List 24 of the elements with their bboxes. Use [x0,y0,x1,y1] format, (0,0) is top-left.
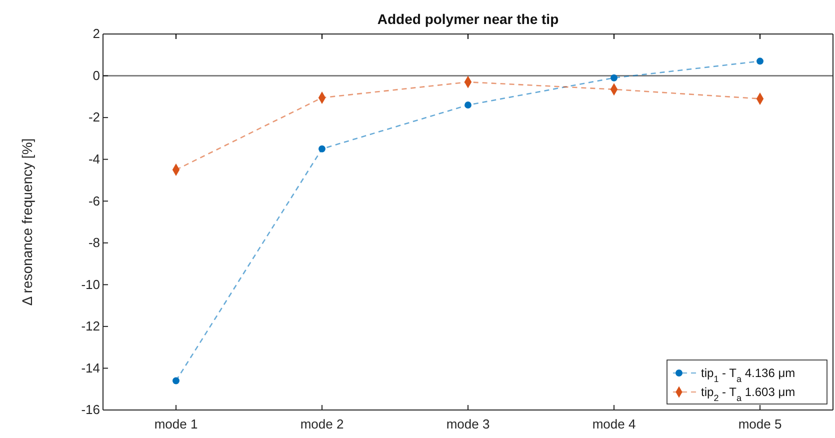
y-tick-label: -14 [81,360,100,376]
y-tick-label: -8 [88,235,100,250]
y-tick-label: -12 [81,318,100,334]
legend-label: tip$_{2}$ - T$_{a}$ 1.603 μm [701,385,796,403]
x-tick-label: mode 3 [446,416,490,432]
point [318,145,326,152]
x-tick-label: mode 5 [738,416,782,432]
y-tick-label: 0 [92,68,100,83]
y-tick-label: -16 [81,402,100,418]
y-axis-title: Δ resonance frequency [%] [19,138,35,306]
x-tick-label: mode 4 [592,416,636,432]
chart-title: Added polymer near the tip [377,11,559,27]
y-tick-label: -2 [88,110,100,125]
y-tick-label: -6 [88,193,100,208]
y-tick-label: -10 [81,276,100,292]
y-tick-label: -4 [88,151,100,166]
point [610,74,618,82]
legend-label: tip$_{1}$ - T$_{a}$ 4.136 μm [701,366,796,384]
x-tick-label: mode 1 [154,416,198,432]
point [464,102,472,108]
point [172,377,180,384]
x-tick-label: mode 2 [300,416,344,432]
y-tick-label: 2 [92,26,100,42]
point [756,58,764,65]
